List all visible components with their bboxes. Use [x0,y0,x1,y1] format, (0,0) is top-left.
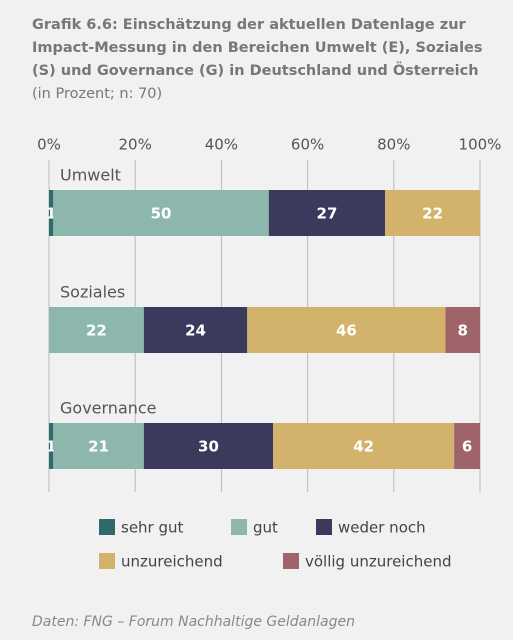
x-tick-label: 100% [459,136,502,154]
legend-label: sehr gut [121,519,184,537]
value-label: 50 [151,205,172,223]
value-label: 42 [353,438,374,456]
bar-segment [273,423,455,469]
bar-segment [143,307,248,353]
source: Daten: FNG – Forum Nachhaltige Geldanlag… [32,614,355,630]
value-label: 22 [422,205,443,223]
bar-segment [49,307,144,353]
legend-swatch [316,519,332,535]
value-label: 21 [88,438,109,456]
x-tick-label: 0% [37,136,61,154]
chart-subtitle: (in Prozent; n: 70) [32,86,163,102]
category-label: Soziales [60,283,125,302]
value-label: 24 [185,322,206,340]
chart-title: Grafik 6.6: Einschätzung der aktuellen D… [32,17,483,79]
value-label: 6 [462,438,472,456]
bar-segment [53,190,269,236]
legend-label: unzureichend [121,553,223,571]
x-tick-label: 60% [291,136,324,154]
value-label: 22 [86,322,107,340]
category-label: Governance [60,399,157,418]
value-label: 8 [458,322,468,340]
bar-segment [445,307,480,353]
bar-segment [454,423,480,469]
value-label: 1 [46,438,56,456]
value-label: 46 [336,322,357,340]
bar-segment [247,307,446,353]
legend-swatch [283,553,299,569]
category-label: Umwelt [60,166,121,185]
value-label: 30 [198,438,219,456]
legend-label: weder noch [338,519,426,537]
x-tick-label: 80% [377,136,410,154]
bar-segment [49,190,54,236]
bar-segment [143,423,274,469]
legend-swatch [99,553,115,569]
value-label: 27 [317,205,338,223]
bar-segment [385,190,480,236]
x-tick-label: 20% [119,136,152,154]
bar-segment [49,423,54,469]
bar-segment [53,423,144,469]
value-label: 1 [46,205,56,223]
legend-label: völlig unzureichend [305,553,451,571]
x-tick-label: 40% [205,136,238,154]
title-block: Grafik 6.6: Einschätzung der aktuellen D… [32,14,502,106]
legend-swatch [99,519,115,535]
legend-label: gut [253,519,278,537]
legend-swatch [231,519,247,535]
bar-segment [268,190,386,236]
